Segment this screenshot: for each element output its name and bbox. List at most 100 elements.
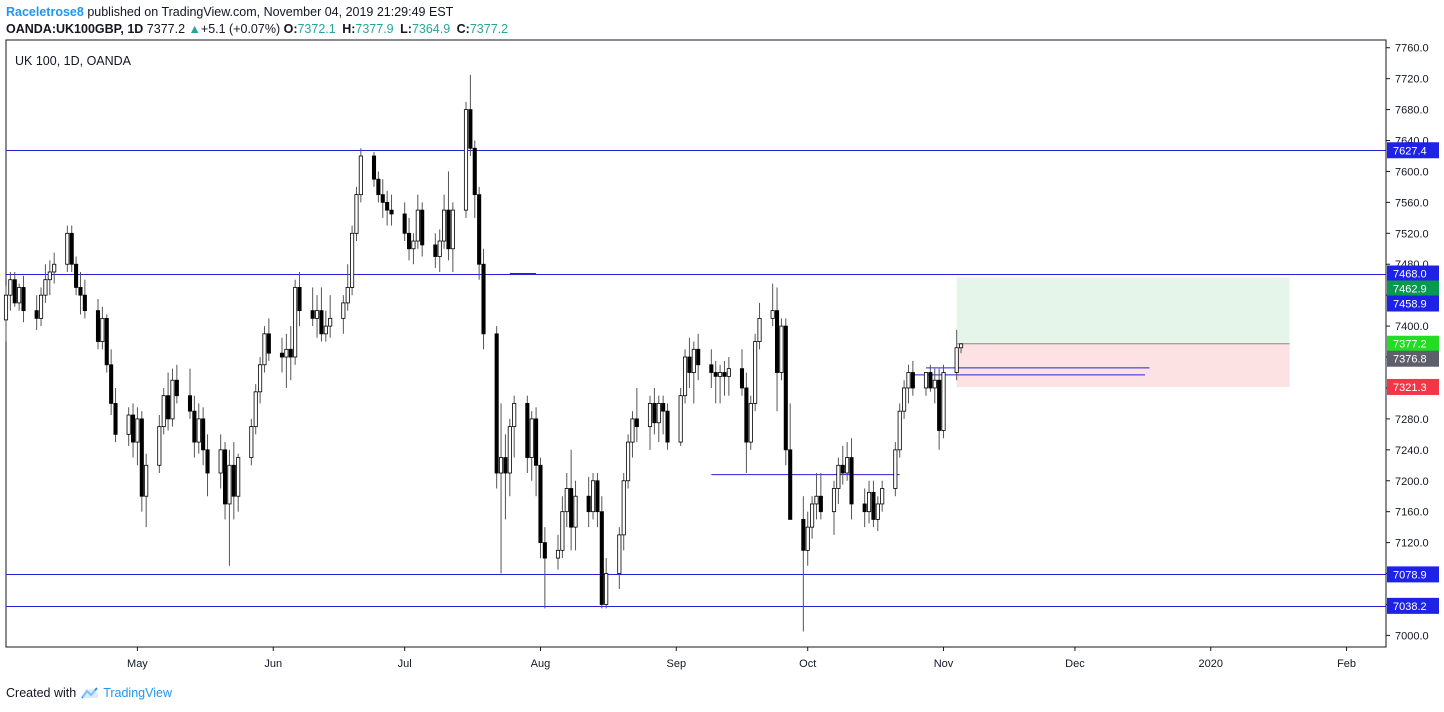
candle bbox=[726, 357, 731, 396]
time-axis[interactable]: May Jun Jul Aug Sep Oct Nov Dec 2020 Feb bbox=[127, 647, 1356, 670]
candle-body bbox=[380, 194, 385, 203]
candle bbox=[910, 360, 915, 396]
candle-body bbox=[319, 310, 324, 335]
candle-body bbox=[47, 271, 52, 281]
candle-body bbox=[481, 263, 486, 335]
candle-body bbox=[433, 244, 438, 257]
candle-body bbox=[507, 426, 512, 474]
candle bbox=[630, 411, 635, 458]
candle-body bbox=[726, 368, 731, 377]
candle bbox=[591, 473, 596, 520]
candle-body bbox=[617, 534, 622, 574]
candle bbox=[560, 496, 565, 559]
candle-body bbox=[691, 348, 696, 373]
candle bbox=[174, 364, 179, 404]
candle bbox=[748, 395, 753, 450]
candle-body bbox=[875, 503, 880, 520]
price-label: 7458.9 bbox=[1387, 295, 1439, 312]
price-tick-label: 7720.0 bbox=[1395, 74, 1429, 86]
candle bbox=[805, 511, 810, 566]
candle-body bbox=[126, 414, 131, 435]
high-value: 7377.9 bbox=[355, 22, 394, 36]
candle bbox=[218, 434, 223, 489]
candle bbox=[223, 442, 228, 520]
candle bbox=[718, 364, 723, 404]
candle bbox=[446, 171, 451, 261]
candle-body bbox=[783, 325, 788, 451]
candle-body bbox=[166, 395, 171, 420]
candle-body bbox=[569, 488, 574, 528]
candle bbox=[126, 407, 131, 446]
candle-body bbox=[43, 279, 48, 296]
candle bbox=[385, 190, 390, 226]
candle-body bbox=[862, 503, 867, 513]
footer: Created with TradingView bbox=[6, 686, 172, 700]
candle bbox=[687, 337, 692, 388]
candle-body bbox=[187, 395, 193, 412]
candle-body bbox=[113, 403, 118, 435]
candle bbox=[665, 403, 670, 450]
price-tick-label: 7160.0 bbox=[1395, 507, 1429, 519]
time-tick-label: Feb bbox=[1337, 658, 1356, 670]
candle-body bbox=[227, 464, 232, 505]
candle bbox=[170, 368, 175, 427]
candle-body bbox=[196, 418, 201, 443]
candle bbox=[529, 411, 534, 481]
candle-body bbox=[328, 317, 333, 327]
up-arrow-icon: ▲ bbox=[188, 22, 201, 36]
tradingview-logo[interactable]: TradingView bbox=[80, 686, 172, 700]
candle-body bbox=[801, 519, 806, 551]
change-value: +5.1 (+0.07%) bbox=[200, 22, 281, 36]
candle-body bbox=[652, 403, 657, 424]
candle bbox=[599, 496, 604, 609]
author-link[interactable]: Raceletrose8 bbox=[6, 5, 84, 19]
candle-body bbox=[906, 372, 911, 389]
candle bbox=[463, 101, 469, 218]
candle-body bbox=[937, 379, 942, 431]
candle-body bbox=[683, 356, 688, 397]
candle-body bbox=[144, 464, 149, 497]
candle-body bbox=[323, 325, 328, 335]
candle bbox=[104, 314, 109, 373]
candle bbox=[323, 310, 328, 342]
candle bbox=[450, 202, 455, 272]
candle-body bbox=[258, 364, 263, 393]
candle bbox=[621, 473, 626, 551]
candle bbox=[196, 403, 201, 454]
candle-body bbox=[626, 441, 631, 482]
candle-body bbox=[341, 302, 346, 319]
candle-body bbox=[78, 287, 83, 296]
candle bbox=[74, 256, 79, 296]
candle bbox=[288, 326, 293, 381]
candle bbox=[139, 411, 144, 512]
candle-body bbox=[840, 464, 845, 474]
candle-body bbox=[867, 491, 872, 513]
candle bbox=[95, 299, 101, 350]
candle-body bbox=[135, 418, 140, 443]
price-tick-label: 7680.0 bbox=[1395, 105, 1429, 117]
candle-body bbox=[293, 287, 298, 358]
candle bbox=[542, 527, 547, 609]
candle-body bbox=[770, 310, 775, 319]
candle-body bbox=[902, 387, 907, 412]
ohlc-line: OANDA:UK100GBP, 1D 7377.2 ▲+5.1 (+0.07%)… bbox=[6, 22, 511, 36]
candle bbox=[205, 434, 210, 497]
candle-body bbox=[288, 348, 293, 358]
price-label-text: 7038.2 bbox=[1393, 601, 1427, 613]
price-tick-label: 7400.0 bbox=[1395, 321, 1429, 333]
candle-body bbox=[512, 403, 517, 428]
candle bbox=[923, 372, 929, 396]
price-label-text: 7321.3 bbox=[1393, 382, 1427, 394]
price-label-bg bbox=[1387, 142, 1439, 159]
price-tick-label: 7560.0 bbox=[1395, 197, 1429, 209]
candle-body bbox=[52, 263, 57, 273]
price-label: 7376.8 bbox=[1387, 350, 1439, 367]
low-value: 7364.9 bbox=[411, 22, 451, 36]
candle-body bbox=[131, 414, 136, 443]
candle-body bbox=[560, 511, 565, 551]
price-label-bg bbox=[1387, 566, 1439, 583]
publish-line: Raceletrose8 published on TradingView.co… bbox=[6, 5, 453, 19]
candle-body bbox=[599, 511, 604, 605]
candle-body bbox=[262, 333, 267, 366]
